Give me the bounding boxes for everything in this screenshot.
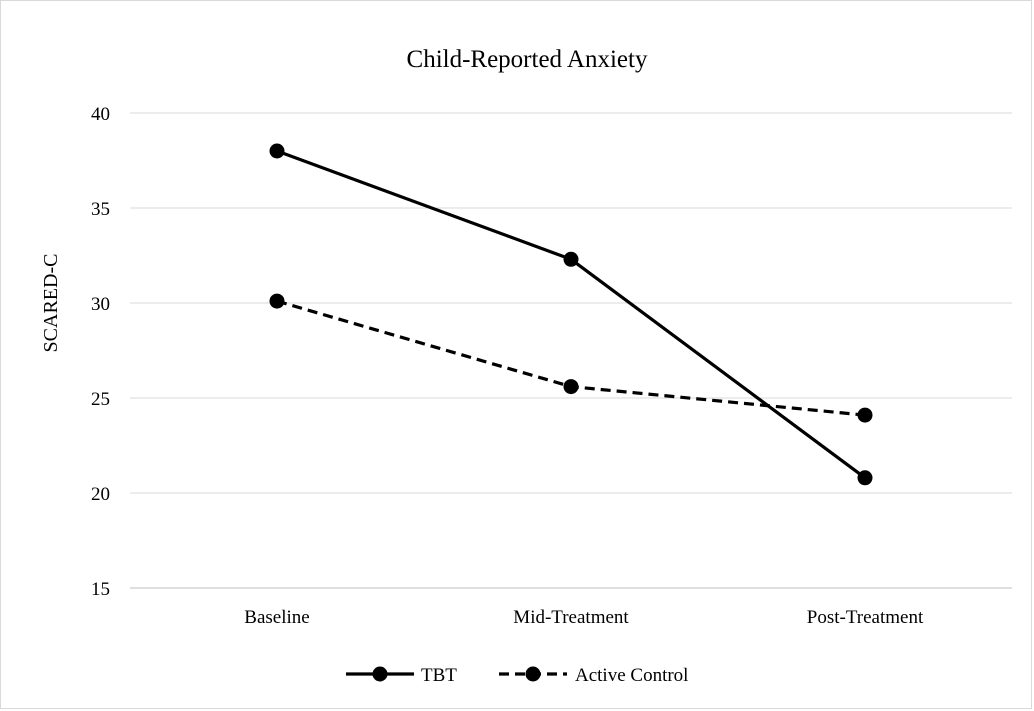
series-layer [269, 143, 873, 486]
data-point [563, 379, 579, 395]
legend-item: TBT [346, 665, 457, 686]
legend-marker [372, 666, 388, 682]
y-tick-label: 15 [91, 579, 110, 600]
data-point [269, 143, 285, 159]
x-axis-categories: Baseline Mid-Treatment Post-Treatment [244, 607, 924, 628]
legend-label: TBT [421, 665, 457, 686]
series-active-control [269, 293, 873, 423]
y-axis-ticks: 15 20 25 30 35 40 [91, 104, 110, 600]
series-line [276, 149, 866, 480]
data-point [857, 470, 873, 486]
y-tick-label: 30 [91, 294, 110, 315]
y-axis-label: SCARED-C [40, 254, 62, 353]
y-tick-label: 20 [91, 484, 110, 505]
data-point [563, 251, 579, 267]
legend-marker [525, 666, 541, 682]
gridlines [130, 112, 1012, 589]
x-category-label: Post-Treatment [807, 607, 924, 628]
legend: TBT Active Control [346, 665, 688, 686]
data-point [269, 293, 285, 309]
x-category-label: Mid-Treatment [513, 607, 629, 628]
legend-label: Active Control [575, 665, 688, 686]
data-point [857, 407, 873, 423]
chart-title: Child-Reported Anxiety [407, 46, 648, 73]
y-tick-label: 35 [91, 199, 110, 220]
legend-item: Active Control [499, 665, 688, 686]
series-tbt [269, 143, 873, 486]
y-tick-label: 40 [91, 104, 110, 125]
x-category-label: Baseline [244, 607, 309, 628]
y-tick-label: 25 [91, 389, 110, 410]
